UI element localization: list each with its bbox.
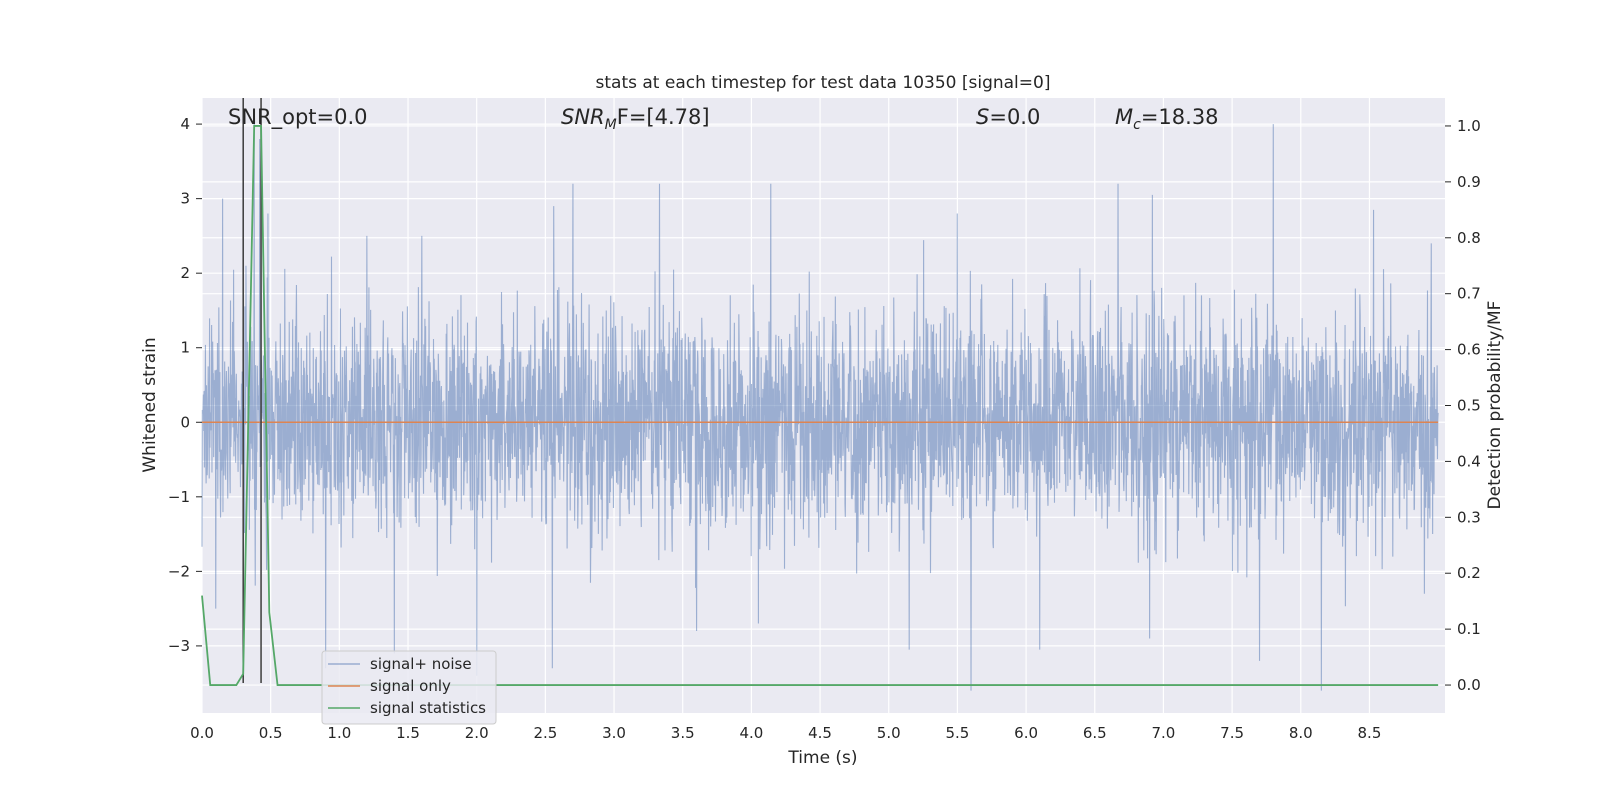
x-axis-label: Time (s) xyxy=(787,748,857,768)
annotation-mc-sub: c xyxy=(1133,117,1141,133)
x-tick-label: 1.0 xyxy=(327,724,351,742)
x-tick-label: 0.0 xyxy=(190,724,214,742)
y-ticks-left: −3 −2 −1 0 1 2 3 4 xyxy=(168,115,202,655)
series-signal-statistics-line xyxy=(201,125,1439,686)
y-tick-label: −3 xyxy=(168,637,190,655)
x-tick-label: 2.0 xyxy=(465,724,489,742)
annotation-s: S=0.0 xyxy=(976,105,1040,129)
x-tick-label: 7.5 xyxy=(1220,724,1244,742)
signal-statistics-series xyxy=(201,125,1439,686)
signal-noise-series xyxy=(201,116,1439,691)
y-right-tick-label: 0.9 xyxy=(1457,173,1481,191)
y-tick-label: −1 xyxy=(168,488,190,506)
x-tick-label: 6.0 xyxy=(1014,724,1038,742)
annotation-mc-rest: =18.38 xyxy=(1141,105,1219,129)
legend-box xyxy=(321,650,497,725)
x-tick-label: 8.0 xyxy=(1289,724,1313,742)
annotation-snr-mf-sub: M xyxy=(605,117,617,133)
chart-title: stats at each timestep for test data 103… xyxy=(596,73,1051,93)
y-right-tick-label: 0.0 xyxy=(1457,676,1481,694)
y-right-tick-label: 1.0 xyxy=(1457,117,1481,135)
x-tick-label: 8.5 xyxy=(1358,724,1382,742)
legend: signal+ noise signal only signal statist… xyxy=(321,650,497,725)
x-tick-label: 2.5 xyxy=(533,724,557,742)
x-ticks: 0.0 0.5 1.0 1.5 2.0 2.5 3.0 3.5 4.0 4.5 5.0 5.5 6.0 6… xyxy=(190,724,1381,742)
x-tick-label: 1.5 xyxy=(396,724,420,742)
legend-label-signal-noise: signal+ noise xyxy=(370,655,472,673)
legend-label-signal-statistics: signal statistics xyxy=(370,699,486,717)
x-tick-label: 5.0 xyxy=(877,724,901,742)
marker-lines xyxy=(242,98,262,683)
y-axis-label-left: Whitened strain xyxy=(140,337,160,472)
y-right-tick-label: 0.1 xyxy=(1457,620,1481,638)
x-tick-label: 5.5 xyxy=(945,724,969,742)
x-tick-label: 4.5 xyxy=(808,724,832,742)
x-tick-label: 3.0 xyxy=(602,724,626,742)
x-tick-label: 7.0 xyxy=(1152,724,1176,742)
annotation-snr-mf-main: SNR xyxy=(561,105,605,129)
y-right-tick-label: 0.7 xyxy=(1457,285,1481,303)
y-right-tick-label: 0.2 xyxy=(1457,564,1481,582)
x-tick-label: 6.5 xyxy=(1083,724,1107,742)
y-ticks-right: 0.0 0.1 0.2 0.3 0.4 0.5 0.6 0.7 0.8 0.9 1.0 xyxy=(1445,117,1481,694)
y-tick-label: 2 xyxy=(180,264,190,282)
annotation-snr-opt: SNR_opt=0.0 xyxy=(228,105,368,130)
annotation-s-rest: =0.0 xyxy=(989,105,1040,129)
y-right-tick-label: 0.6 xyxy=(1457,341,1481,359)
annotation-snr-mf: SNRMF=[4.78] xyxy=(561,105,710,133)
y-tick-label: 1 xyxy=(180,339,190,357)
y-tick-label: −2 xyxy=(168,562,190,580)
annotation-s-main: S xyxy=(976,105,989,129)
y-right-tick-label: 0.8 xyxy=(1457,229,1481,247)
x-tick-label: 0.5 xyxy=(259,724,283,742)
y-right-tick-label: 0.5 xyxy=(1457,397,1481,415)
annotation-snr-mf-rest: F=[4.78] xyxy=(617,105,710,129)
x-tick-label: 3.5 xyxy=(671,724,695,742)
annotation-mc: Mc=18.38 xyxy=(1115,105,1219,133)
x-tick-label: 4.0 xyxy=(739,724,763,742)
y-right-tick-label: 0.4 xyxy=(1457,452,1481,470)
y-tick-label: 4 xyxy=(180,115,190,133)
y-right-tick-label: 0.3 xyxy=(1457,508,1481,526)
series-signal-noise-line xyxy=(201,116,1439,691)
legend-label-signal-only: signal only xyxy=(370,677,451,695)
y-axis-label-right: Detection probability/MF xyxy=(1485,301,1505,510)
y-tick-label: 3 xyxy=(180,190,190,208)
y-tick-label: 0 xyxy=(180,413,190,431)
annotation-mc-main: M xyxy=(1115,105,1133,129)
